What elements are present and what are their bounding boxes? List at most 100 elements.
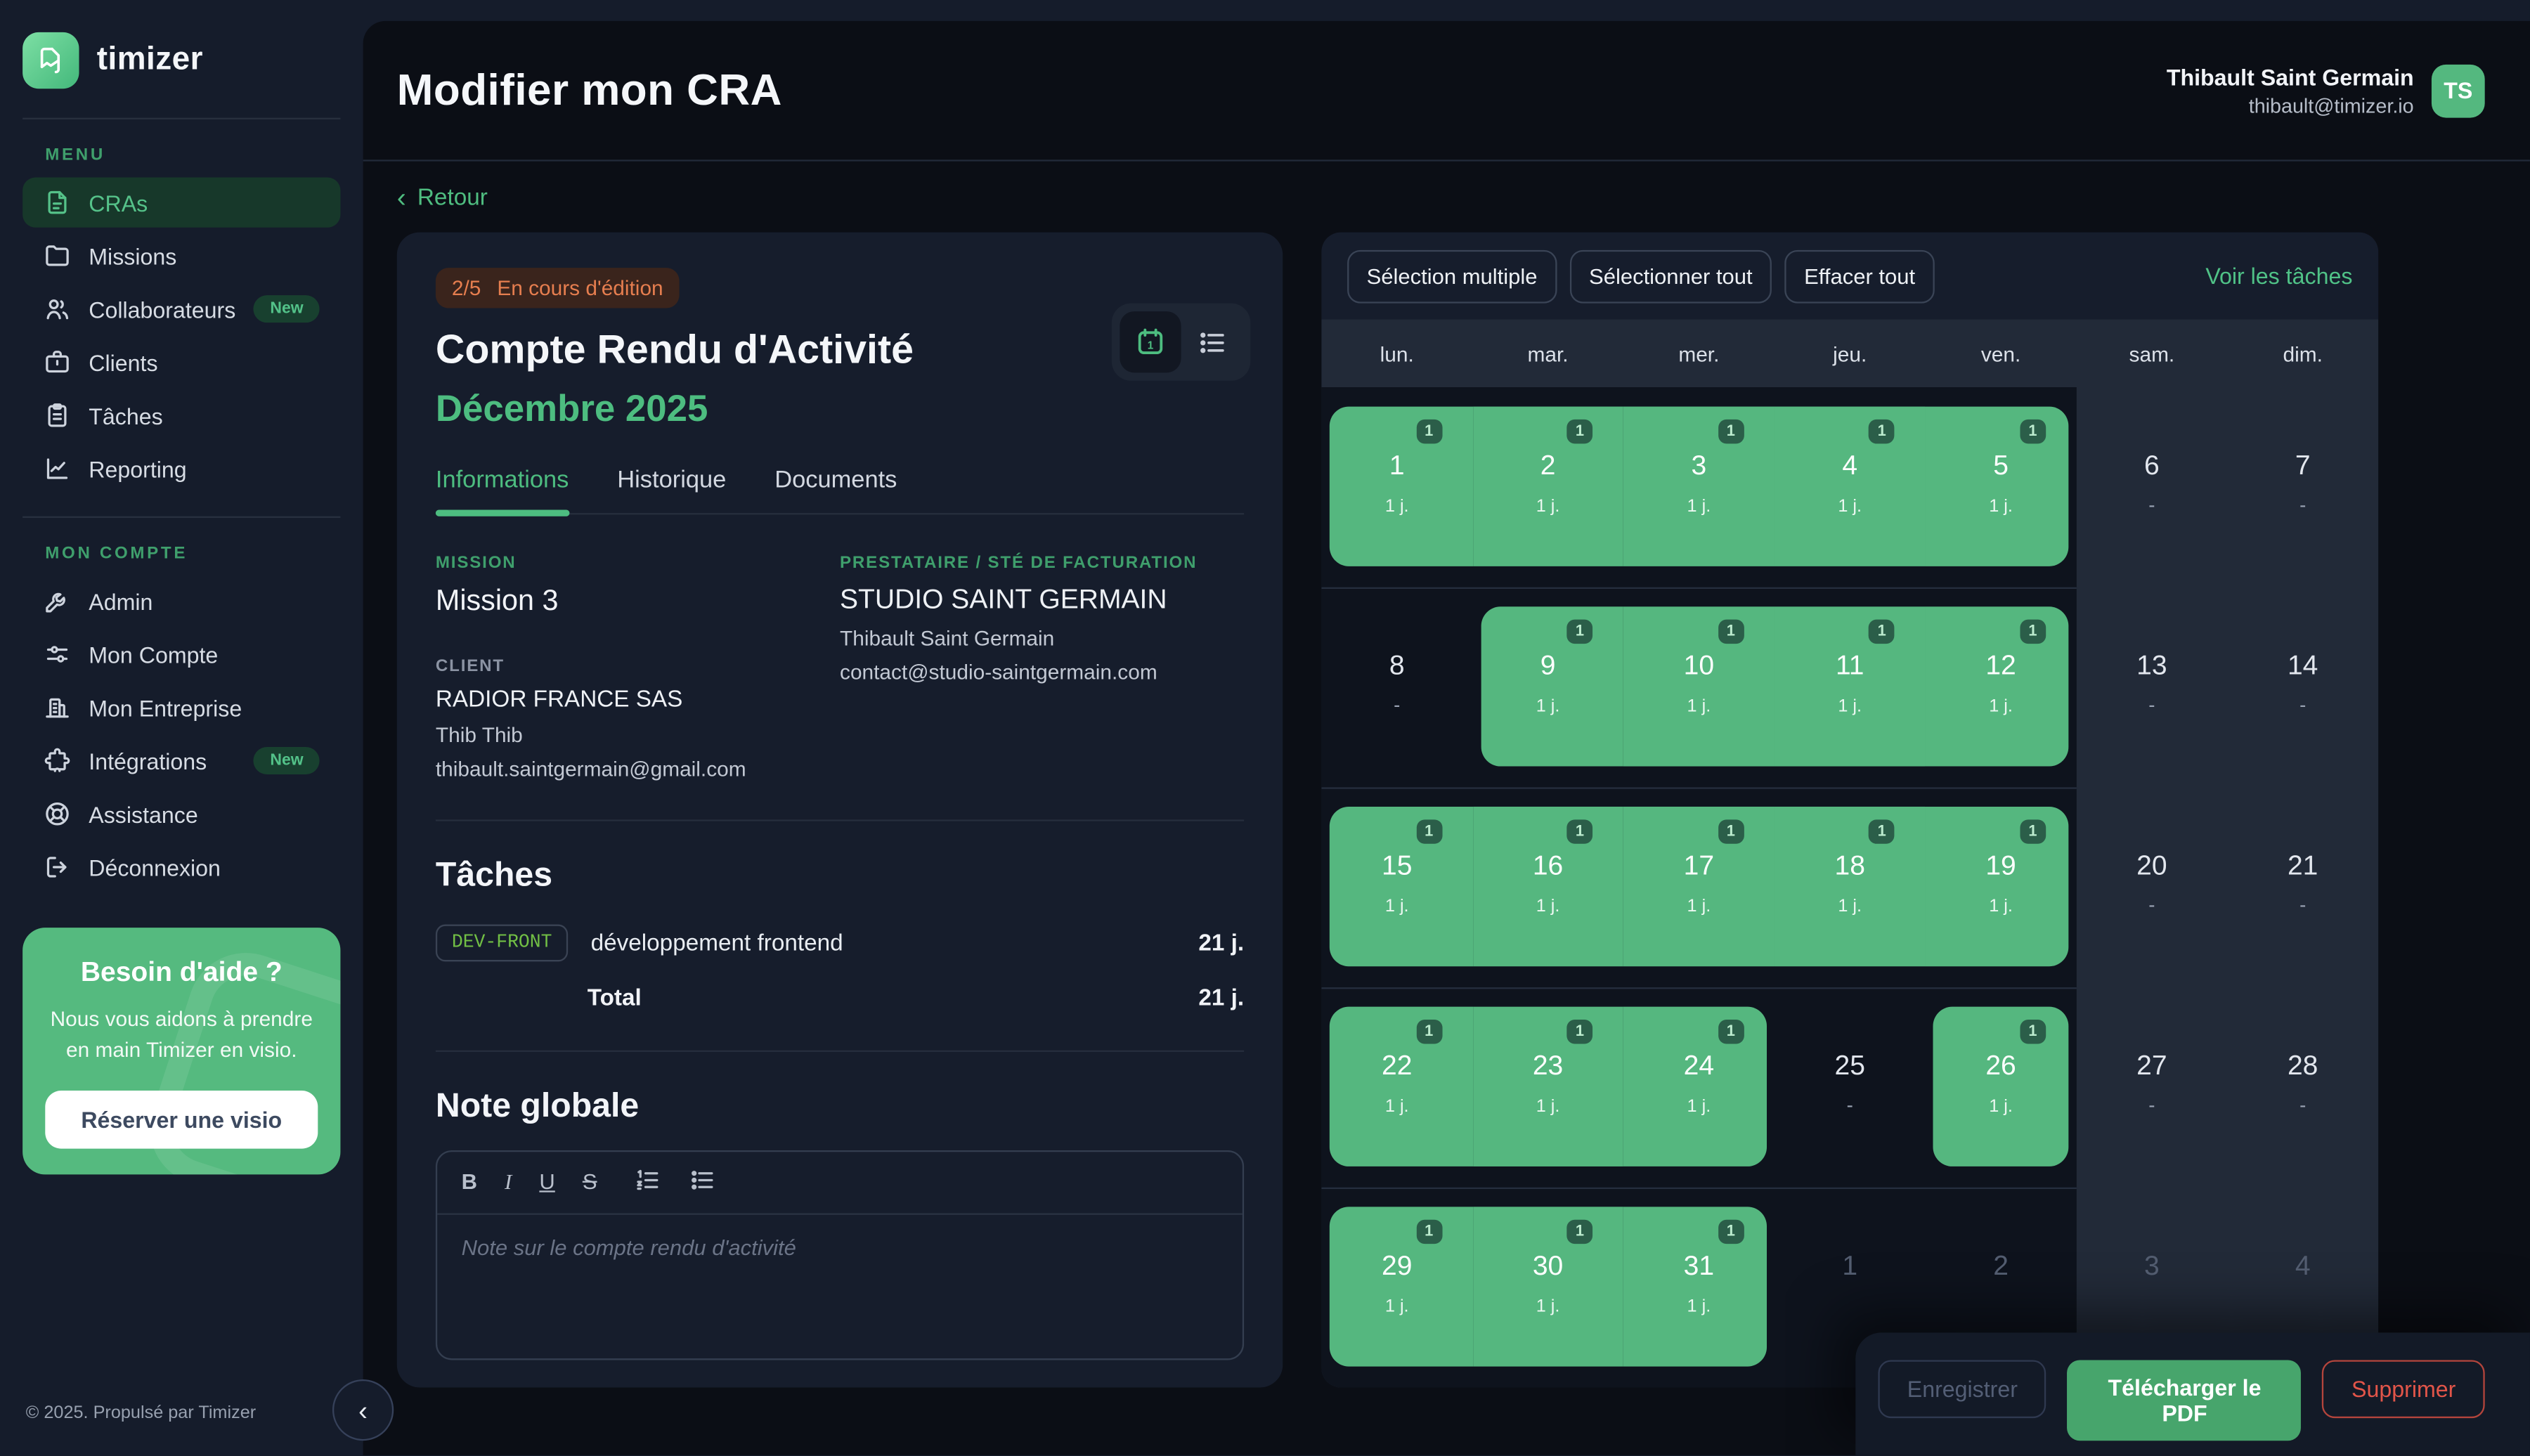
day-value: 1 j. [1623,897,1775,917]
select-all-button[interactable]: Sélectionner tout [1569,249,1772,303]
download-pdf-button[interactable]: Télécharger le PDF [2068,1360,2302,1441]
sidebar-item-label: Reporting [89,456,186,482]
back-link[interactable]: ‹ Retour [397,186,488,212]
calendar-day[interactable]: 1101 j. [1623,587,1775,788]
day-empty-value: - [2227,694,2378,716]
lifebuoy-icon [44,800,71,828]
italic-button[interactable]: I [505,1171,512,1193]
calendar-day[interactable]: 28- [2227,987,2378,1188]
day-number: 10 [1623,650,1775,682]
calendar-day[interactable]: 1171 j. [1623,787,1775,987]
calendar-day[interactable]: 1161 j. [1472,787,1623,987]
book-visio-button[interactable]: Réserver une visio [45,1090,318,1148]
day-number: 20 [2076,850,2227,883]
sidebar-item-assistance[interactable]: Assistance [22,789,340,839]
view-tasks-link[interactable]: Voir les tâches [2205,263,2352,289]
calendar-day[interactable]: 8- [1321,587,1472,788]
sidebar-item-integrations[interactable]: Intégrations New [22,736,340,786]
task-count-badge: 1 [1869,420,1895,443]
day-empty-value: - [2076,694,2227,716]
tab-informations[interactable]: Informations [436,467,569,514]
day-value: 1 j. [1472,497,1623,516]
note-input[interactable]: Note sur le compte rendu d'activité [437,1214,1243,1280]
tab-historique[interactable]: Historique [617,467,726,514]
calendar-day[interactable]: 1241 j. [1623,987,1775,1188]
weekday-label: ven. [1926,342,2077,365]
sidebar-item-missions[interactable]: Missions [22,230,340,280]
calendar-day[interactable]: 1111 j. [1775,587,1926,788]
calendar-day[interactable]: 20- [2076,787,2227,987]
calendar-day[interactable]: 1151 j. [1321,787,1472,987]
strikethrough-button[interactable]: S [583,1171,597,1193]
calendar-day[interactable]: 151 j. [1926,387,2077,587]
day-empty-value: - [2227,1094,2378,1117]
logout-icon [44,854,71,881]
day-value: 1 j. [1623,1297,1775,1317]
sidebar-item-admin[interactable]: Admin [22,576,340,626]
status-label: En cours d'édition [497,276,663,300]
calendar-day[interactable]: 1121 j. [1926,587,2077,788]
calendar-day[interactable]: 21- [2227,787,2378,987]
footer-copyright: © 2025. Propulsé par Timizer [26,1403,256,1423]
task-total-days: 21 j. [1198,986,1244,1012]
calendar-day[interactable]: 13 - [2076,587,2227,788]
calendar-day[interactable]: 1311 j. [1623,1188,1775,1388]
calendar-day[interactable]: 1301 j. [1472,1188,1623,1388]
day-value: 1 j. [1926,897,2077,917]
calendar-day[interactable]: 14- [2227,587,2378,788]
sidebar-item-clients[interactable]: Clients [22,337,340,387]
calendar-day[interactable]: 1261 j. [1926,987,2077,1188]
sidebar-item-deconnexion[interactable]: Déconnexion [22,842,340,892]
day-empty-value: - [2076,494,2227,516]
clear-all-button[interactable]: Effacer tout [1785,249,1935,303]
user-email: thibault@timizer.io [2167,94,2414,117]
provider-company: STUDIO SAINT GERMAIN [840,584,1221,616]
calendar-day[interactable]: 1291 j. [1321,1188,1472,1388]
day-empty-value: - [2227,494,2378,516]
calendar-day[interactable]: 111 j. [1321,387,1472,587]
task-count-badge: 1 [1718,1220,1744,1244]
task-count-badge: 1 [1567,620,1593,644]
calendar-day[interactable]: 131 j. [1623,387,1775,587]
ordered-list-button[interactable] [634,1166,661,1198]
sidebar-item-label: Admin [89,588,153,614]
day-number: 13 [2076,650,2227,682]
sidebar-item-collaborateurs[interactable]: Collaborateurs New [22,284,340,334]
divider [436,819,1244,821]
day-number: 22 [1321,1051,1472,1083]
status-badge: 2/5 En cours d'édition [436,268,680,308]
task-row: DEV-FRONT développement frontend 21 j. [436,925,1244,962]
day-number: 1 [1775,1250,1926,1282]
calendar-day[interactable]: 1191 j. [1926,787,2077,987]
calendar-day[interactable]: 141 j. [1775,387,1926,587]
sidebar-item-mon-compte[interactable]: Mon Compte [22,629,340,679]
underline-button[interactable]: U [539,1171,554,1193]
sidebar-item-taches[interactable]: Tâches [22,391,340,441]
calendar-day[interactable]: 121 j. [1472,387,1623,587]
task-total-label: Total [588,986,642,1012]
calendar-day[interactable]: 1221 j. [1321,987,1472,1188]
sidebar-item-mon-entreprise[interactable]: Mon Entreprise [22,682,340,732]
calendar-day[interactable]: 6- [2076,387,2227,587]
day-value: 1 j. [1775,897,1926,917]
multi-select-button[interactable]: Sélection multiple [1347,249,1557,303]
sidebar-item-reporting[interactable]: Reporting [22,443,340,493]
sidebar-item-cras[interactable]: CRAs [22,178,340,228]
calendar-day[interactable]: 25- [1775,987,1926,1188]
delete-button[interactable]: Supprimer [2323,1360,2485,1418]
sidebar: timizer MENU CRAs Missions Collaborateur… [0,0,363,1455]
calendar-day[interactable]: 27- [2076,987,2227,1188]
sidebar-collapse-button[interactable]: ‹ [332,1379,394,1441]
calendar-view-button[interactable]: 1 [1120,311,1181,372]
bold-button[interactable]: B [462,1171,477,1193]
calendar-day[interactable]: 191 j. [1472,587,1623,788]
user-block[interactable]: Thibault Saint Germain thibault@timizer.… [2167,64,2485,117]
calendar-day[interactable]: 1231 j. [1472,987,1623,1188]
calendar-day[interactable]: 1181 j. [1775,787,1926,987]
list-view-button[interactable] [1181,311,1243,372]
calendar-day[interactable]: 7- [2227,387,2378,587]
tab-documents[interactable]: Documents [774,467,897,514]
bullet-list-button[interactable] [689,1166,716,1198]
avatar[interactable]: TS [2432,64,2485,117]
save-button[interactable]: Enregistrer [1878,1360,2046,1418]
